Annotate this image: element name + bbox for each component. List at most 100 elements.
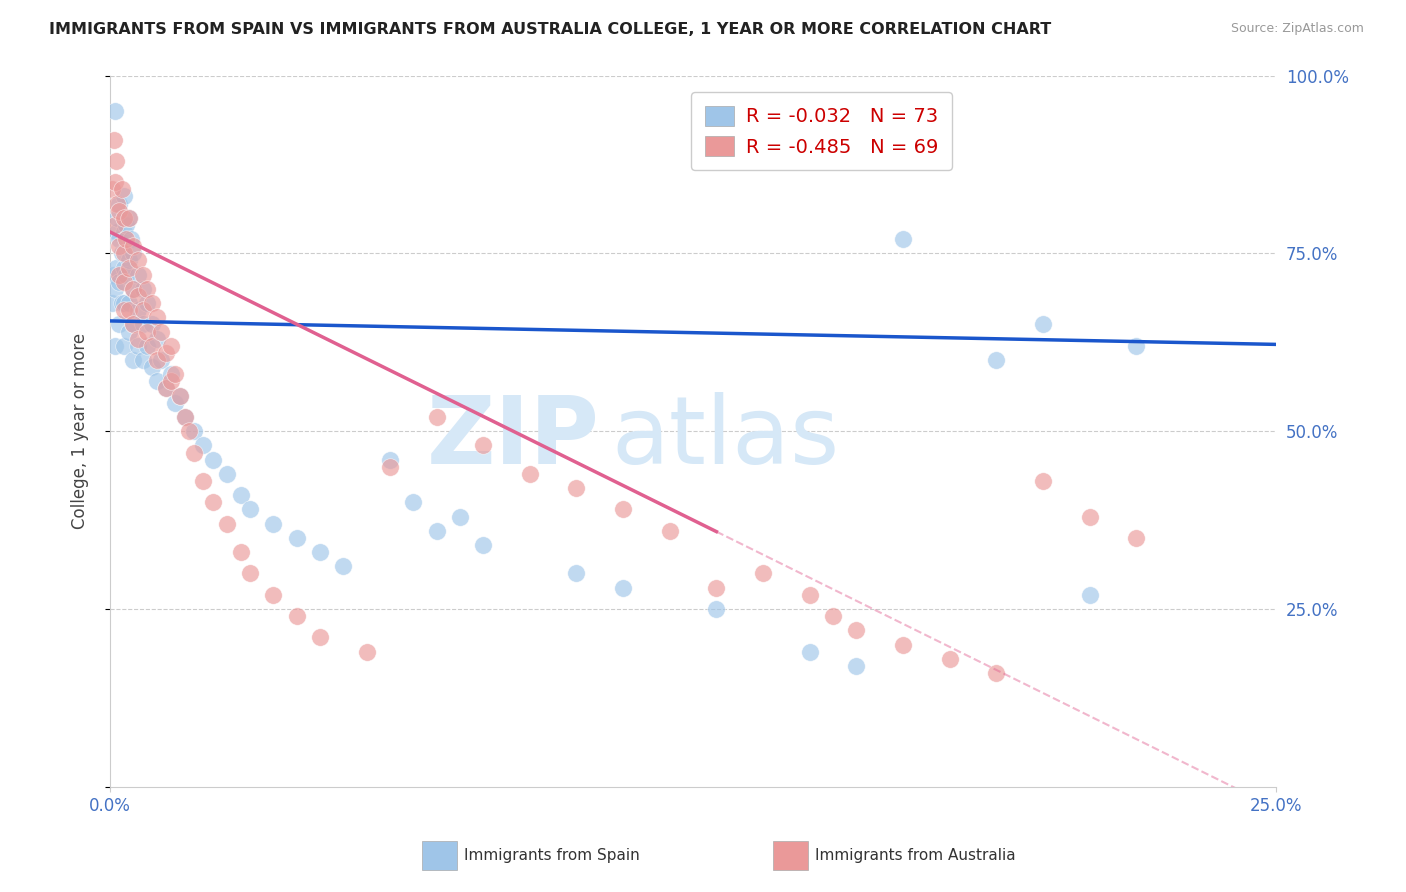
Point (150, 353, 173, 368)
Point (120, 232, 142, 246)
Point (658, 524, 681, 538)
Point (201, 452, 224, 467)
Point (122, 282, 145, 296)
Point (183, 445, 205, 459)
Point (402, 495, 425, 509)
Point (986, 353, 1008, 368)
Point (169, 389, 191, 403)
Point (132, 353, 155, 368)
Point (378, 459, 401, 474)
Point (112, 296, 135, 310)
Point (118, 303, 141, 318)
Point (118, 260, 141, 275)
Point (285, 609, 308, 624)
Point (141, 296, 163, 310)
Point (201, 495, 224, 509)
Point (132, 268, 155, 282)
Point (145, 375, 167, 389)
Point (262, 516, 284, 531)
Point (285, 531, 308, 545)
Point (141, 360, 163, 375)
Point (118, 211, 141, 225)
Point (145, 353, 167, 368)
Point (612, 581, 634, 595)
Point (891, 232, 914, 246)
Point (127, 303, 149, 318)
Point (752, 566, 775, 581)
Point (112, 246, 135, 260)
Point (472, 438, 495, 452)
Point (127, 253, 149, 268)
Point (115, 232, 138, 246)
Point (105, 225, 128, 239)
Point (173, 409, 195, 424)
Point (193, 438, 215, 452)
Point (141, 339, 163, 353)
Point (449, 509, 471, 524)
Point (159, 375, 181, 389)
Point (101, 296, 124, 310)
Point (215, 516, 238, 531)
Point (845, 659, 868, 673)
Point (122, 353, 145, 368)
Point (229, 545, 252, 559)
Point (891, 638, 914, 652)
Point (101, 182, 124, 196)
Point (118, 325, 141, 339)
Point (104, 260, 127, 275)
Point (215, 467, 238, 481)
Point (122, 318, 145, 332)
Point (127, 268, 149, 282)
Point (799, 645, 821, 659)
Point (127, 339, 149, 353)
Point (141, 318, 163, 332)
Point (122, 246, 145, 260)
Point (845, 624, 868, 638)
Point (122, 318, 145, 332)
Point (155, 346, 177, 360)
Point (519, 467, 541, 481)
Point (104, 218, 127, 232)
Point (103, 268, 125, 282)
Point (239, 502, 262, 516)
Text: atlas: atlas (612, 392, 839, 484)
Point (111, 296, 134, 310)
Point (821, 609, 844, 624)
Point (132, 303, 155, 318)
Point (425, 524, 447, 538)
Point (108, 268, 131, 282)
Point (118, 211, 141, 225)
Point (104, 104, 127, 119)
Point (145, 310, 167, 325)
Point (112, 275, 135, 289)
Point (105, 211, 128, 225)
Point (122, 239, 145, 253)
Point (262, 588, 284, 602)
Point (112, 225, 135, 239)
Point (112, 211, 135, 225)
Point (309, 545, 332, 559)
Point (118, 253, 141, 268)
Point (706, 602, 728, 616)
Point (159, 339, 181, 353)
Point (145, 332, 167, 346)
Point (565, 566, 588, 581)
Point (229, 488, 252, 502)
Point (108, 275, 131, 289)
Point (706, 581, 728, 595)
Point (183, 424, 205, 438)
Point (1032, 474, 1054, 488)
Point (332, 559, 354, 574)
Text: Immigrants from Australia: Immigrants from Australia (815, 847, 1017, 863)
Legend: R = -0.032   N = 73, R = -0.485   N = 69: R = -0.032 N = 73, R = -0.485 N = 69 (692, 93, 952, 170)
Point (173, 409, 195, 424)
Point (127, 289, 149, 303)
Text: IMMIGRANTS FROM SPAIN VS IMMIGRANTS FROM AUSTRALIA COLLEGE, 1 YEAR OR MORE CORRE: IMMIGRANTS FROM SPAIN VS IMMIGRANTS FROM… (49, 22, 1052, 37)
Point (111, 246, 134, 260)
Point (127, 332, 149, 346)
Point (115, 268, 138, 282)
Point (136, 339, 159, 353)
Point (136, 296, 159, 310)
Point (165, 395, 187, 409)
Point (104, 339, 127, 353)
